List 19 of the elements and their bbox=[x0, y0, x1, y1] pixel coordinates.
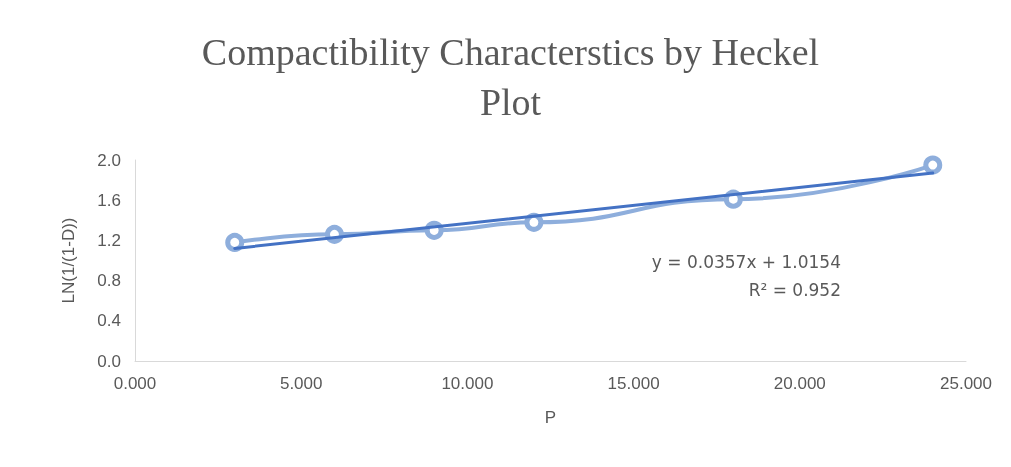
annotation: R² = 0.952 bbox=[748, 279, 842, 300]
x-tick-label: 25.000 bbox=[940, 374, 992, 393]
y-tick-label: 0.4 bbox=[97, 311, 121, 331]
x-axis-title: P bbox=[544, 408, 557, 427]
x-tick-label: 15.000 bbox=[607, 374, 660, 393]
annotation: y = 0.0357x + 1.0154 bbox=[651, 251, 842, 272]
x-tick-label: 10.000 bbox=[441, 374, 494, 393]
y-tick-label: 0.0 bbox=[97, 351, 121, 371]
y-tick-label: 2.0 bbox=[97, 150, 121, 170]
y-tick-label: 0.8 bbox=[97, 271, 121, 291]
point bbox=[225, 232, 245, 252]
chart-title: Compactibility Characterstics by Heckel Plot bbox=[201, 31, 820, 123]
y-tick-label: 1.2 bbox=[97, 230, 121, 250]
x-tick-label: 0.000 bbox=[113, 374, 157, 393]
y-axis-title: LN(1/(1-D)) bbox=[59, 217, 78, 304]
x-tick-label: 20.000 bbox=[773, 374, 826, 393]
y-tick-label: 1.6 bbox=[97, 190, 121, 210]
point bbox=[923, 155, 943, 175]
x-tick-label: 5.000 bbox=[279, 374, 323, 393]
